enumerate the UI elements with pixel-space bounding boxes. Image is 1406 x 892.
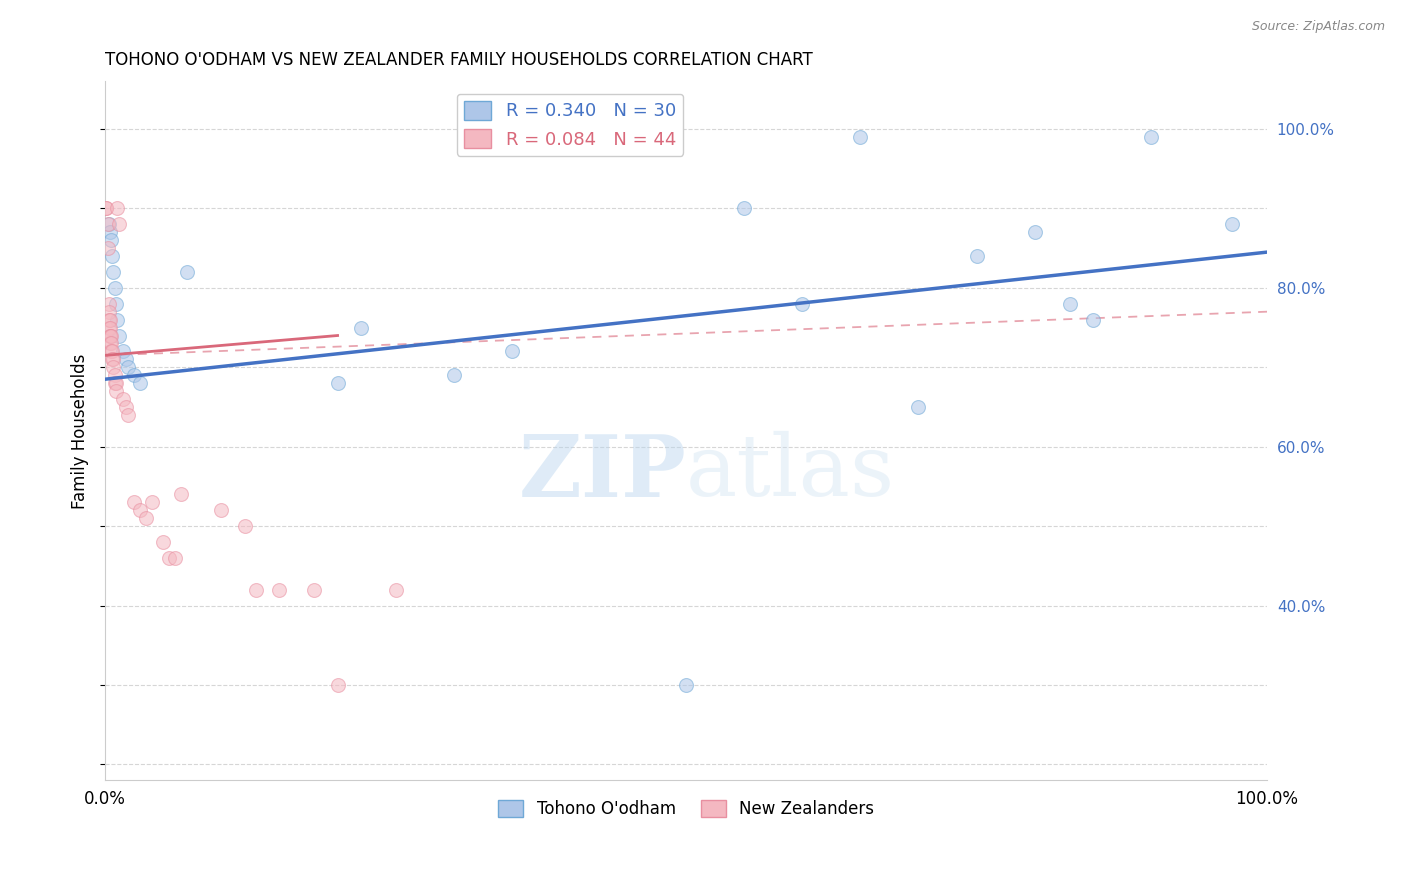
Point <box>96 241 118 255</box>
Point <box>108 217 131 231</box>
Point <box>326 376 349 391</box>
Point <box>103 281 125 295</box>
Point <box>129 503 152 517</box>
Text: TOHONO O'ODHAM VS NEW ZEALANDER FAMILY HOUSEHOLDS CORRELATION CHART: TOHONO O'ODHAM VS NEW ZEALANDER FAMILY H… <box>105 51 813 69</box>
Point <box>304 582 326 597</box>
Point <box>111 392 134 406</box>
Point <box>443 368 465 383</box>
Point <box>103 352 125 367</box>
Y-axis label: Family Households: Family Households <box>72 353 89 508</box>
Point <box>792 297 814 311</box>
Point <box>96 202 118 216</box>
Point <box>97 304 120 318</box>
Point <box>97 297 120 311</box>
Point <box>1220 217 1243 231</box>
Point <box>101 352 124 367</box>
Point <box>117 408 139 422</box>
Point <box>100 344 122 359</box>
Point <box>100 328 122 343</box>
Point <box>103 376 125 391</box>
Point <box>122 495 145 509</box>
Point <box>501 344 523 359</box>
Point <box>103 368 125 383</box>
Point <box>163 550 186 565</box>
Point <box>98 336 121 351</box>
Point <box>269 582 291 597</box>
Point <box>966 249 988 263</box>
Point <box>350 320 373 334</box>
Point <box>104 384 127 398</box>
Point <box>849 130 872 145</box>
Point <box>98 328 121 343</box>
Point <box>98 225 121 239</box>
Point <box>176 265 198 279</box>
Point <box>98 312 121 326</box>
Text: atlas: atlas <box>686 431 896 515</box>
Point <box>1059 297 1081 311</box>
Point <box>100 233 122 247</box>
Point <box>1081 312 1104 326</box>
Point <box>111 344 134 359</box>
Point <box>115 352 138 367</box>
Point <box>384 582 406 597</box>
Point <box>103 265 125 279</box>
Point <box>675 678 697 692</box>
Point <box>104 297 127 311</box>
Point <box>1140 130 1163 145</box>
Point <box>907 400 929 414</box>
Point <box>157 550 180 565</box>
Point <box>96 217 118 231</box>
Point <box>141 495 163 509</box>
Point <box>108 328 131 343</box>
Point <box>98 320 121 334</box>
Point <box>96 202 118 216</box>
Point <box>152 535 174 549</box>
Text: Source: ZipAtlas.com: Source: ZipAtlas.com <box>1251 20 1385 33</box>
Point <box>733 202 755 216</box>
Point <box>122 368 145 383</box>
Point <box>209 503 232 517</box>
Point <box>100 336 122 351</box>
Point <box>1024 225 1046 239</box>
Point <box>97 312 120 326</box>
Point <box>101 344 124 359</box>
Legend: Tohono O'odham, New Zealanders: Tohono O'odham, New Zealanders <box>492 793 880 824</box>
Point <box>105 202 128 216</box>
Point <box>115 400 138 414</box>
Point <box>105 312 128 326</box>
Point <box>129 376 152 391</box>
Point <box>104 376 127 391</box>
Point <box>101 249 124 263</box>
Point <box>233 519 256 533</box>
Point <box>135 511 157 525</box>
Text: ZIP: ZIP <box>519 431 686 515</box>
Point <box>103 360 125 375</box>
Point <box>97 217 120 231</box>
Point <box>245 582 267 597</box>
Point <box>97 320 120 334</box>
Point <box>117 360 139 375</box>
Point <box>326 678 349 692</box>
Point <box>98 328 121 343</box>
Point <box>170 487 193 501</box>
